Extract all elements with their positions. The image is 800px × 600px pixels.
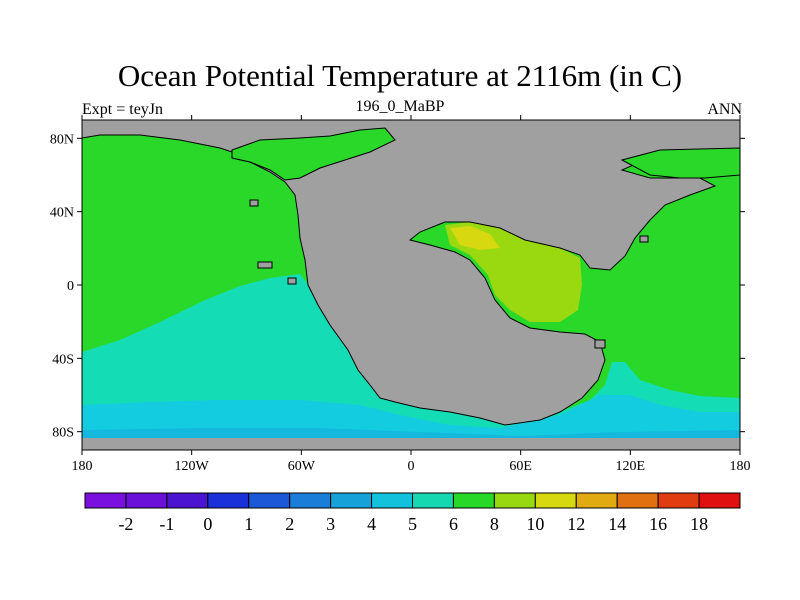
colorbar-label: 12 [567,514,585,534]
island [287,277,297,285]
y-tick-label: 40S [52,352,74,367]
y-tick-label: 0 [67,279,74,294]
colorbar-label: 8 [490,514,499,534]
colorbar-swatch [412,492,454,509]
colorbar-swatch [207,492,250,509]
land-pangaea [82,120,740,426]
island [249,199,259,207]
colorbar-swatch [248,492,291,509]
colorbar-label: 2 [285,514,294,534]
map-subtitle: 196_0_MaBP [355,98,445,115]
colorbar-label: 14 [608,514,626,534]
x-tick-label: 120W [175,459,210,474]
colorbar-label: 18 [690,514,708,534]
colorbar-label: -2 [118,514,133,534]
map-title: Ocean Potential Temperature at 2116m (in… [117,58,683,93]
colorbar-swatch [657,492,700,509]
colorbar-swatch [371,492,413,509]
season-label: ANN [707,101,742,118]
colorbar-swatch [534,492,577,509]
island [594,339,606,349]
colorbar-label: 4 [367,514,376,534]
y-axis: 80N 40N 0 40S 80S [50,132,745,441]
y-tick-label: 80N [50,132,74,147]
island [639,235,649,243]
colorbar-swatch [575,492,618,509]
x-axis: 180 120W 60W 0 60E 120E 180 [72,115,751,474]
colorbar-label: 16 [649,514,667,534]
y-tick-label: 80S [52,426,74,441]
x-tick-label: 60W [288,459,316,474]
x-tick-label: 60E [509,459,532,474]
colorbar-label: 6 [449,514,458,534]
x-tick-label: 120E [616,459,646,474]
ocean-northeast-sea [620,147,740,179]
colorbar-swatch [330,492,373,509]
colorbar-swatch [616,492,659,509]
x-tick-label: 180 [730,459,751,474]
colorbar-swatch [452,492,495,509]
colorbar-label: 1 [244,514,253,534]
experiment-label: Expt = teyJn [82,101,164,118]
colorbar-label: -1 [159,514,174,534]
colorbar: -2 -1 0 1 2 3 4 5 6 8 10 12 14 16 18 [84,492,741,534]
x-tick-label: 0 [408,459,415,474]
y-tick-label: 40N [50,206,74,221]
colorbar-swatch [289,492,332,509]
colorbar-swatch [125,492,168,509]
colorbar-swatch [84,492,127,509]
ocean-temp-10-12 [450,226,500,250]
colorbar-label: 10 [526,514,544,534]
map-plot [82,120,740,450]
ocean-arctic-sea [231,127,396,181]
land-south-polar [82,438,740,450]
island [257,261,273,269]
colorbar-label: 0 [203,514,212,534]
colorbar-swatch [493,492,536,509]
colorbar-swatch [698,492,741,509]
colorbar-label: 5 [408,514,417,534]
colorbar-swatch [166,492,209,509]
x-tick-label: 180 [72,459,93,474]
colorbar-label: 3 [326,514,335,534]
